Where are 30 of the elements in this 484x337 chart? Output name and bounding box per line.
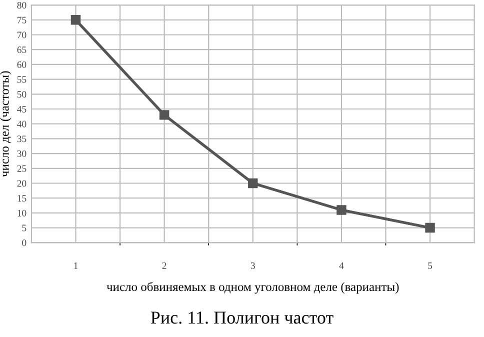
point bbox=[70, 15, 81, 25]
x-tick-label: 1 bbox=[74, 262, 78, 269]
y-tick-label: 75 bbox=[18, 16, 26, 24]
y-axis-title: число дел (частоты) bbox=[0, 71, 12, 177]
y-tick-label: 20 bbox=[17, 180, 26, 187]
x-tick-label: 3 bbox=[250, 262, 255, 269]
x-tick-label: 2 bbox=[162, 262, 166, 269]
y-tick-label: 55 bbox=[17, 76, 26, 83]
y-tick-label: 45 bbox=[17, 106, 26, 112]
y-tick-label: 40 bbox=[17, 120, 26, 128]
y-tick-label: 25 bbox=[17, 165, 26, 172]
y-tick-label: 15 bbox=[18, 195, 26, 202]
point bbox=[425, 222, 435, 233]
y-tick-label: 0 bbox=[22, 240, 26, 246]
y-tick-label: 70 bbox=[18, 32, 26, 38]
x-axis-title: число обвиняемых в одном уголовном деле (варианты) bbox=[106, 282, 399, 294]
x-tick-label: 4 bbox=[339, 262, 344, 269]
y-tick-label: 80 bbox=[17, 2, 26, 9]
point bbox=[336, 205, 346, 215]
y-tick-label: 10 bbox=[18, 210, 26, 216]
point bbox=[159, 110, 170, 120]
x-tick-label: 5 bbox=[428, 262, 432, 269]
y-tick-label: 5 bbox=[22, 224, 26, 232]
y-tick-label: 30 bbox=[17, 150, 26, 158]
y-tick-label: 65 bbox=[17, 46, 26, 54]
y-tick-label: 50 bbox=[17, 91, 26, 98]
text: Рис. 11. Полигон частот bbox=[150, 312, 334, 324]
point bbox=[248, 178, 258, 188]
y-tick-label: 35 bbox=[17, 136, 26, 142]
y-tick-label: 60 bbox=[17, 61, 26, 68]
